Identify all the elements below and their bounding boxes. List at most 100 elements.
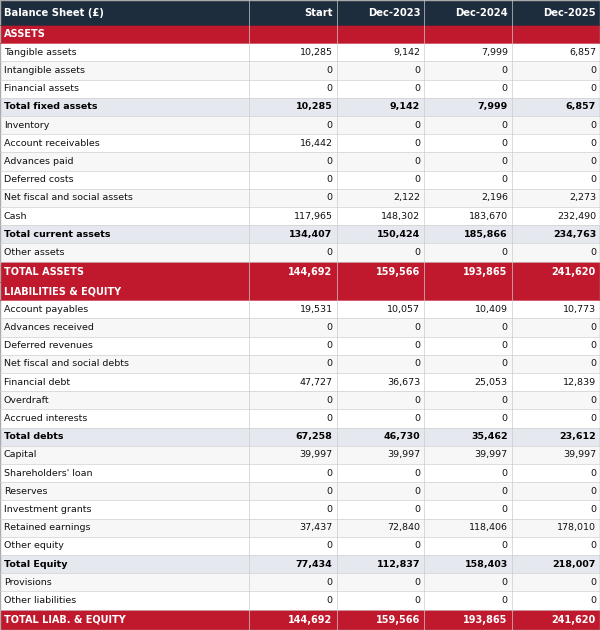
Bar [512, 318, 600, 336]
Text: 0: 0 [590, 487, 596, 496]
Bar [337, 482, 424, 500]
Text: 0: 0 [414, 175, 420, 184]
Text: Other liabilities: Other liabilities [4, 596, 76, 605]
Text: 0: 0 [502, 596, 508, 605]
Bar [337, 518, 424, 537]
Bar [512, 482, 600, 500]
Bar [512, 446, 600, 464]
Text: 0: 0 [414, 578, 420, 587]
Text: 39,997: 39,997 [475, 450, 508, 459]
Text: 0: 0 [326, 541, 332, 551]
Bar [424, 171, 512, 189]
Text: 0: 0 [414, 66, 420, 75]
Bar [337, 573, 424, 592]
Bar [249, 243, 337, 261]
Text: Intangible assets: Intangible assets [4, 66, 85, 75]
Text: 35,462: 35,462 [471, 432, 508, 441]
Text: 178,010: 178,010 [557, 523, 596, 532]
Bar [0, 98, 249, 116]
Text: 0: 0 [414, 341, 420, 350]
Text: Accrued interests: Accrued interests [4, 414, 88, 423]
Bar [249, 592, 337, 610]
Bar [424, 43, 512, 61]
Text: 0: 0 [590, 469, 596, 478]
Text: Dec-2024: Dec-2024 [455, 8, 508, 18]
Text: 47,727: 47,727 [299, 377, 332, 387]
Text: 0: 0 [414, 248, 420, 257]
Text: 0: 0 [414, 157, 420, 166]
Text: 0: 0 [590, 139, 596, 148]
Bar [337, 261, 424, 282]
Bar [424, 518, 512, 537]
Bar [512, 592, 600, 610]
Text: 118,406: 118,406 [469, 523, 508, 532]
Text: Inventory: Inventory [4, 120, 49, 130]
Text: 2,122: 2,122 [393, 193, 420, 202]
Text: 0: 0 [326, 487, 332, 496]
Bar [424, 446, 512, 464]
Bar [0, 482, 249, 500]
Bar [337, 282, 424, 301]
Bar [0, 79, 249, 98]
Bar [424, 261, 512, 282]
Bar [337, 373, 424, 391]
Text: 0: 0 [414, 120, 420, 130]
Text: Total fixed assets: Total fixed assets [4, 103, 97, 112]
Text: 23,612: 23,612 [559, 432, 596, 441]
Text: Cash: Cash [4, 212, 28, 220]
Text: Other equity: Other equity [4, 541, 64, 551]
Text: 0: 0 [590, 578, 596, 587]
Bar [0, 446, 249, 464]
Bar [424, 98, 512, 116]
Text: 67,258: 67,258 [296, 432, 332, 441]
Bar [0, 592, 249, 610]
Bar [512, 243, 600, 261]
Text: 0: 0 [326, 120, 332, 130]
Bar [249, 152, 337, 171]
Text: 0: 0 [502, 248, 508, 257]
Text: 10,285: 10,285 [296, 103, 332, 112]
Bar [249, 225, 337, 243]
Text: 158,403: 158,403 [464, 559, 508, 568]
Text: 0: 0 [590, 341, 596, 350]
Bar [512, 225, 600, 243]
Text: 19,531: 19,531 [299, 305, 332, 314]
Bar [337, 464, 424, 482]
Text: 0: 0 [590, 84, 596, 93]
Text: Other assets: Other assets [4, 248, 65, 257]
Text: 9,142: 9,142 [390, 103, 420, 112]
Text: 0: 0 [414, 323, 420, 332]
Bar [424, 189, 512, 207]
Bar [0, 25, 249, 43]
Bar [512, 61, 600, 79]
Text: 193,865: 193,865 [463, 266, 508, 277]
Bar [337, 301, 424, 318]
Bar [337, 410, 424, 428]
Bar [512, 134, 600, 152]
Bar [512, 410, 600, 428]
Bar [0, 116, 249, 134]
Text: Advances paid: Advances paid [4, 157, 74, 166]
Bar [424, 301, 512, 318]
Text: Account receivables: Account receivables [4, 139, 100, 148]
Bar [0, 43, 249, 61]
Bar [512, 171, 600, 189]
Text: 0: 0 [590, 66, 596, 75]
Bar [512, 189, 600, 207]
Text: 6,857: 6,857 [566, 103, 596, 112]
Text: 0: 0 [590, 596, 596, 605]
Text: 0: 0 [502, 487, 508, 496]
Bar [0, 225, 249, 243]
Text: 0: 0 [590, 359, 596, 369]
Bar [0, 243, 249, 261]
Text: 112,837: 112,837 [377, 559, 420, 568]
Text: Financial debt: Financial debt [4, 377, 70, 387]
Text: 16,442: 16,442 [299, 139, 332, 148]
Text: Start: Start [304, 8, 332, 18]
Text: 37,437: 37,437 [299, 523, 332, 532]
Bar [337, 610, 424, 630]
Text: 0: 0 [502, 505, 508, 514]
Bar [512, 355, 600, 373]
Text: 148,302: 148,302 [381, 212, 420, 220]
Bar [512, 573, 600, 592]
